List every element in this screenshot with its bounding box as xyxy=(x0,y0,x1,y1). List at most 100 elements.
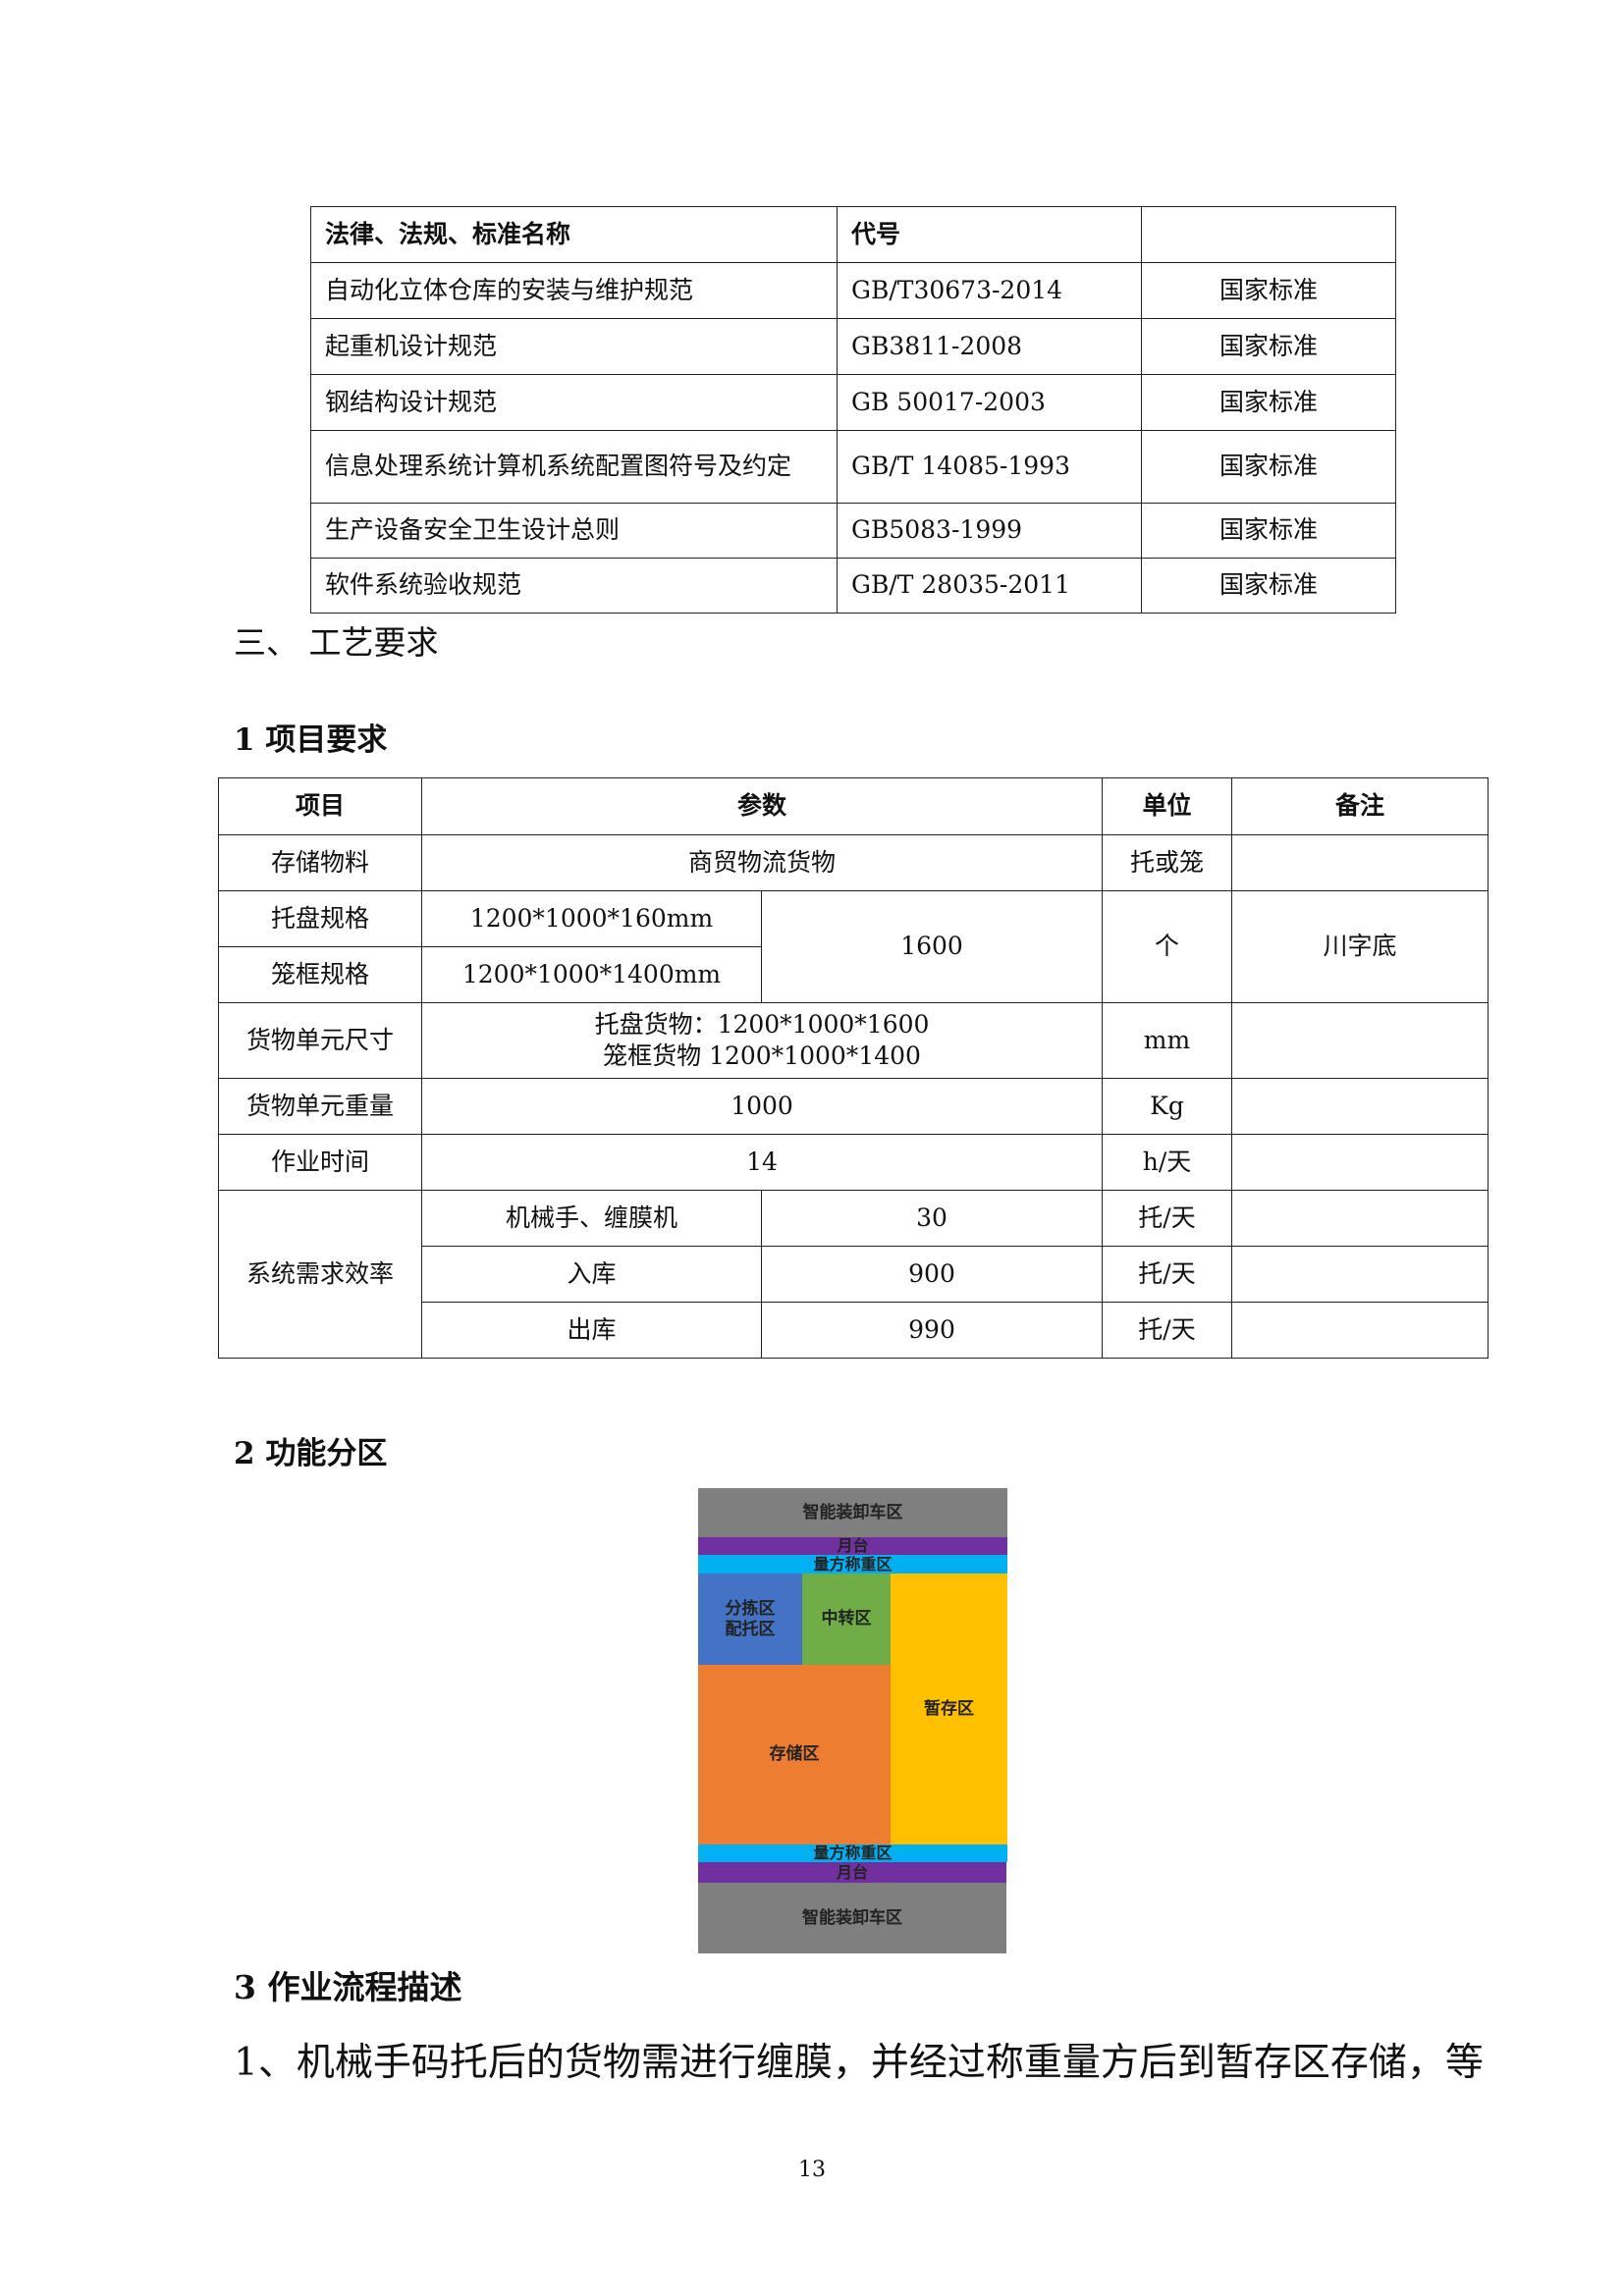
efficiency-name: 出库 xyxy=(421,1302,762,1359)
row-label: 托盘规格 xyxy=(218,890,422,947)
section-title: 三、 工艺要求 xyxy=(234,623,439,662)
row-label: 系统需求效率 xyxy=(218,1190,422,1359)
row-note xyxy=(1231,1246,1489,1303)
standards-table: 法律、法规、标准名称 代号 自动化立体仓库的安装与维护规范 GB/T30673-2… xyxy=(310,206,1396,614)
row-unit: Kg xyxy=(1102,1078,1233,1135)
table-row: 信息处理系统计算机系统配置图符号及约定 GB/T 14085-1993 国家标准 xyxy=(310,430,1396,504)
std-type: 国家标准 xyxy=(1141,430,1396,504)
table-row: 托盘规格 1200*1000*160mm 1600 个 川字底 xyxy=(218,890,1489,1003)
paragraph: 1、机械手码托后的货物需进行缠膜，并经过称重量方后到暂存区存储，等 xyxy=(234,2041,1484,2085)
std-type: 国家标准 xyxy=(1141,558,1396,614)
table-row: 货物单元重量 1000 Kg xyxy=(218,1078,1489,1135)
quantity-note: 川字底 xyxy=(1231,890,1489,1003)
table-row: 起重机设计规范 GB3811-2008 国家标准 xyxy=(310,318,1396,375)
header-code: 代号 xyxy=(837,206,1142,263)
row-unit: mm xyxy=(1102,1002,1233,1079)
row-value: 1200*1000*1400mm xyxy=(421,946,762,1003)
zone-platform-top: 月台 xyxy=(698,1536,1007,1555)
zone-platform-bottom: 月台 xyxy=(698,1862,1006,1883)
std-name: 生产设备安全卫生设计总则 xyxy=(310,503,838,559)
table-row: 笼框规格 1200*1000*1400mm xyxy=(218,946,1489,1003)
row-label: 货物单元重量 xyxy=(218,1078,422,1135)
row-label: 货物单元尺寸 xyxy=(218,1002,422,1079)
table-header-row: 项目 参数 单位 备注 xyxy=(218,777,1489,835)
table-row: 作业时间 14 h/天 xyxy=(218,1134,1489,1191)
std-name: 信息处理系统计算机系统配置图符号及约定 xyxy=(310,430,838,504)
row-unit: 托或笼 xyxy=(1102,834,1233,891)
row-note xyxy=(1231,1190,1489,1247)
row-value: 1200*1000*160mm xyxy=(421,890,762,947)
requirements-table: 项目 参数 单位 备注 存储物料 商贸物流货物 托或笼 托盘规格 1200*10… xyxy=(218,777,1489,1359)
efficiency-value: 900 xyxy=(760,1246,1104,1303)
std-code: GB/T30673-2014 xyxy=(837,262,1142,319)
std-type: 国家标准 xyxy=(1141,374,1396,431)
row-note xyxy=(1231,1078,1489,1135)
table-row: 出库 990 托/天 xyxy=(219,1302,1489,1359)
zone-loading-bottom: 智能装卸车区 xyxy=(698,1883,1006,1953)
table-row: 货物单元尺寸 托盘货物：1200*1000*1600 笼框货物 1200*1000… xyxy=(218,1002,1489,1079)
table-row: 钢结构设计规范 GB 50017-2003 国家标准 xyxy=(310,374,1396,431)
value-line: 托盘货物：1200*1000*1600 xyxy=(594,1009,930,1039)
std-type: 国家标准 xyxy=(1141,318,1396,375)
subsection-title: 2 功能分区 xyxy=(234,1436,388,1471)
header-item: 项目 xyxy=(218,777,422,835)
efficiency-name: 机械手、缠膜机 xyxy=(421,1190,762,1247)
std-name: 钢结构设计规范 xyxy=(310,374,838,431)
std-code: GB3811-2008 xyxy=(837,318,1142,375)
row-label: 作业时间 xyxy=(218,1134,422,1191)
table-header-row: 法律、法规、标准名称 代号 xyxy=(310,206,1396,263)
header-param: 参数 xyxy=(420,777,1104,835)
efficiency-unit: 托/天 xyxy=(1102,1246,1233,1303)
zone-storage: 存储区 xyxy=(698,1665,891,1844)
std-code: GB/T 28035-2011 xyxy=(837,558,1142,614)
zone-temp: 暂存区 xyxy=(891,1574,1007,1844)
row-note xyxy=(1231,1302,1489,1359)
row-value: 14 xyxy=(420,1134,1104,1191)
row-note xyxy=(1231,1002,1489,1079)
zone-weigh-bottom: 量方称重区 xyxy=(698,1843,1007,1862)
std-name: 软件系统验收规范 xyxy=(310,558,838,614)
subsection-title: 3 作业流程描述 xyxy=(234,1968,462,2006)
efficiency-unit: 托/天 xyxy=(1102,1190,1233,1247)
row-value: 托盘货物：1200*1000*1600 笼框货物 1200*1000*1400 xyxy=(420,1002,1104,1079)
std-code: GB5083-1999 xyxy=(837,503,1142,559)
quantity-unit: 个 xyxy=(1102,890,1233,1003)
std-name: 起重机设计规范 xyxy=(310,318,838,375)
table-row: 系统需求效率 机械手、缠膜机 30 托/天 xyxy=(218,1190,1489,1359)
row-label: 存储物料 xyxy=(218,834,422,891)
zone-transfer: 中转区 xyxy=(802,1574,891,1665)
row-label: 笼框规格 xyxy=(218,946,422,1003)
std-code: GB 50017-2003 xyxy=(837,374,1142,431)
std-code: GB/T 14085-1993 xyxy=(837,430,1142,504)
zone-pallet-label: 配托区 xyxy=(725,1619,776,1639)
header-note: 备注 xyxy=(1231,777,1489,835)
zone-sorting: 分拣区 配托区 xyxy=(698,1574,802,1665)
header-type xyxy=(1141,206,1396,263)
std-name: 自动化立体仓库的安装与维护规范 xyxy=(310,262,838,319)
efficiency-unit: 托/天 xyxy=(1102,1302,1233,1359)
efficiency-name: 入库 xyxy=(421,1246,762,1303)
std-type: 国家标准 xyxy=(1141,262,1396,319)
row-unit: h/天 xyxy=(1102,1134,1233,1191)
quantity-value: 1600 xyxy=(760,890,1104,1003)
subsection-title: 1 项目要求 xyxy=(234,722,388,758)
zone-loading-top: 智能装卸车区 xyxy=(698,1488,1007,1537)
header-unit: 单位 xyxy=(1102,777,1233,835)
table-row: 存储物料 商贸物流货物 托或笼 xyxy=(218,834,1489,891)
std-type: 国家标准 xyxy=(1141,503,1396,559)
efficiency-value: 990 xyxy=(760,1302,1104,1359)
zone-weigh-top: 量方称重区 xyxy=(698,1555,1007,1574)
efficiency-value: 30 xyxy=(760,1190,1104,1247)
row-value: 1000 xyxy=(420,1078,1104,1135)
header-name: 法律、法规、标准名称 xyxy=(310,206,838,263)
table-row: 生产设备安全卫生设计总则 GB5083-1999 国家标准 xyxy=(310,503,1396,559)
table-row: 软件系统验收规范 GB/T 28035-2011 国家标准 xyxy=(310,558,1396,614)
table-row: 自动化立体仓库的安装与维护规范 GB/T30673-2014 国家标准 xyxy=(310,262,1396,319)
row-note xyxy=(1231,1134,1489,1191)
zone-sorting-label: 分拣区 xyxy=(725,1599,776,1620)
page-number: 13 xyxy=(798,2158,826,2182)
row-value: 商贸物流货物 xyxy=(420,834,1104,891)
value-line: 笼框货物 1200*1000*1400 xyxy=(603,1041,921,1070)
row-note xyxy=(1231,834,1489,891)
